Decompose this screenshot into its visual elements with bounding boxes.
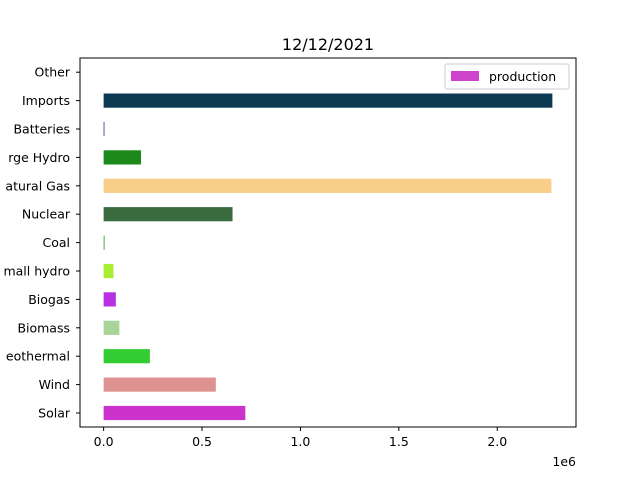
y-tick-label: Biogas (28, 292, 70, 307)
legend-label: production (489, 69, 556, 84)
y-tick-label: Imports (22, 93, 70, 108)
bars-group (103, 93, 553, 421)
bar-coal (103, 235, 105, 250)
x-scale-label: 1e6 (552, 454, 576, 469)
x-tick-label: 0.5 (192, 434, 212, 449)
bar-solar (103, 405, 246, 421)
bar-small-hydro (103, 263, 114, 279)
x-axis: 0.0 0.5 1.0 1.5 2.0 (94, 427, 507, 449)
y-tick-label: Biomass (17, 320, 70, 335)
y-tick-label: Wind (39, 377, 70, 392)
y-tick-label: Coal (42, 235, 70, 250)
y-tick-label: Other (35, 65, 71, 80)
x-tick-label: 0.0 (94, 434, 114, 449)
y-tick-label: Nuclear (22, 207, 71, 222)
plot-frame (79, 57, 577, 428)
y-tick-label: mall hydro (3, 264, 70, 279)
bar-geothermal (103, 349, 150, 364)
bar-natural-gas (103, 178, 552, 193)
x-tick-label: 1.5 (389, 434, 409, 449)
y-tick-label: Batteries (13, 122, 70, 137)
bar-wind (103, 377, 216, 392)
y-tick-label: Solar (38, 406, 71, 421)
y-tick-label: rge Hydro (8, 150, 70, 165)
legend-swatch (451, 71, 479, 81)
bar-imports (103, 93, 553, 108)
bar-batteries (103, 121, 105, 137)
chart-title: 12/12/2021 (282, 35, 374, 54)
legend: production (444, 63, 570, 90)
bar-biogas (103, 292, 116, 307)
bar-large-hydro (103, 150, 142, 165)
x-tick-label: 2.0 (487, 434, 507, 449)
bar-nuclear (103, 207, 233, 222)
bar-biomass (103, 320, 120, 335)
y-tick-label: eothermal (6, 349, 70, 364)
legend-box (444, 63, 570, 90)
x-tick-label: 1.0 (290, 434, 310, 449)
y-axis: Solar Wind eothermal Biomass Biogas mall hydr… (3, 65, 80, 421)
y-tick-label: atural Gas (5, 178, 70, 193)
